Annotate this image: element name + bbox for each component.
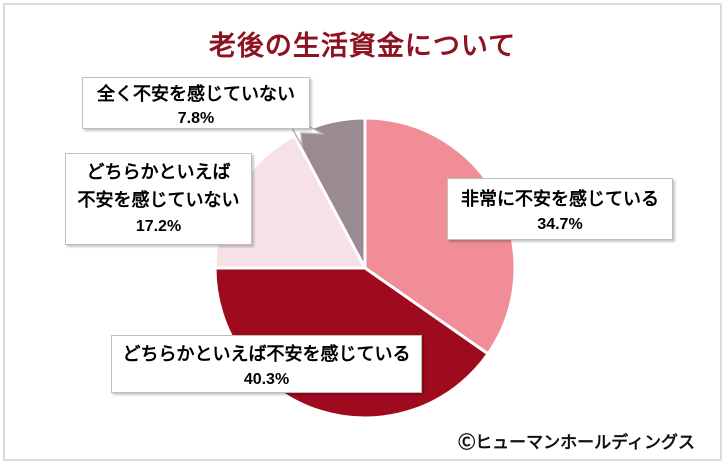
callout-somewhat-anxious: どちらかといえば不安を感じている 40.3% [111, 335, 422, 393]
callout-very-anxious: 非常に不安を感じている 34.7% [447, 178, 673, 240]
callout-percent: 17.2% [135, 218, 182, 235]
callout-label: 非常に不安を感じている [461, 189, 659, 209]
callout-percent: 7.8% [177, 110, 215, 127]
callout-label: 全く不安を感じていない [97, 84, 295, 104]
callout-percent: 34.7% [537, 216, 583, 233]
callout-label: 不安を感じていない [77, 190, 240, 210]
callout-label: どちらかといえば [86, 162, 231, 182]
callout-somewhat-not-anxious: どちらかといえば 不安を感じていない 17.2% [65, 153, 252, 245]
callout-not-anxious-at-all: 全く不安を感じていない 7.8% [82, 77, 310, 129]
callout-percent: 40.3% [243, 371, 290, 388]
copyright-note: Ⓒヒューマンホールディングス [458, 433, 695, 452]
callout-label: どちらかといえば不安を感じている [122, 344, 411, 364]
pie-slice-3 [292, 116, 367, 270]
chart-title: 老後の生活資金について [208, 31, 517, 61]
